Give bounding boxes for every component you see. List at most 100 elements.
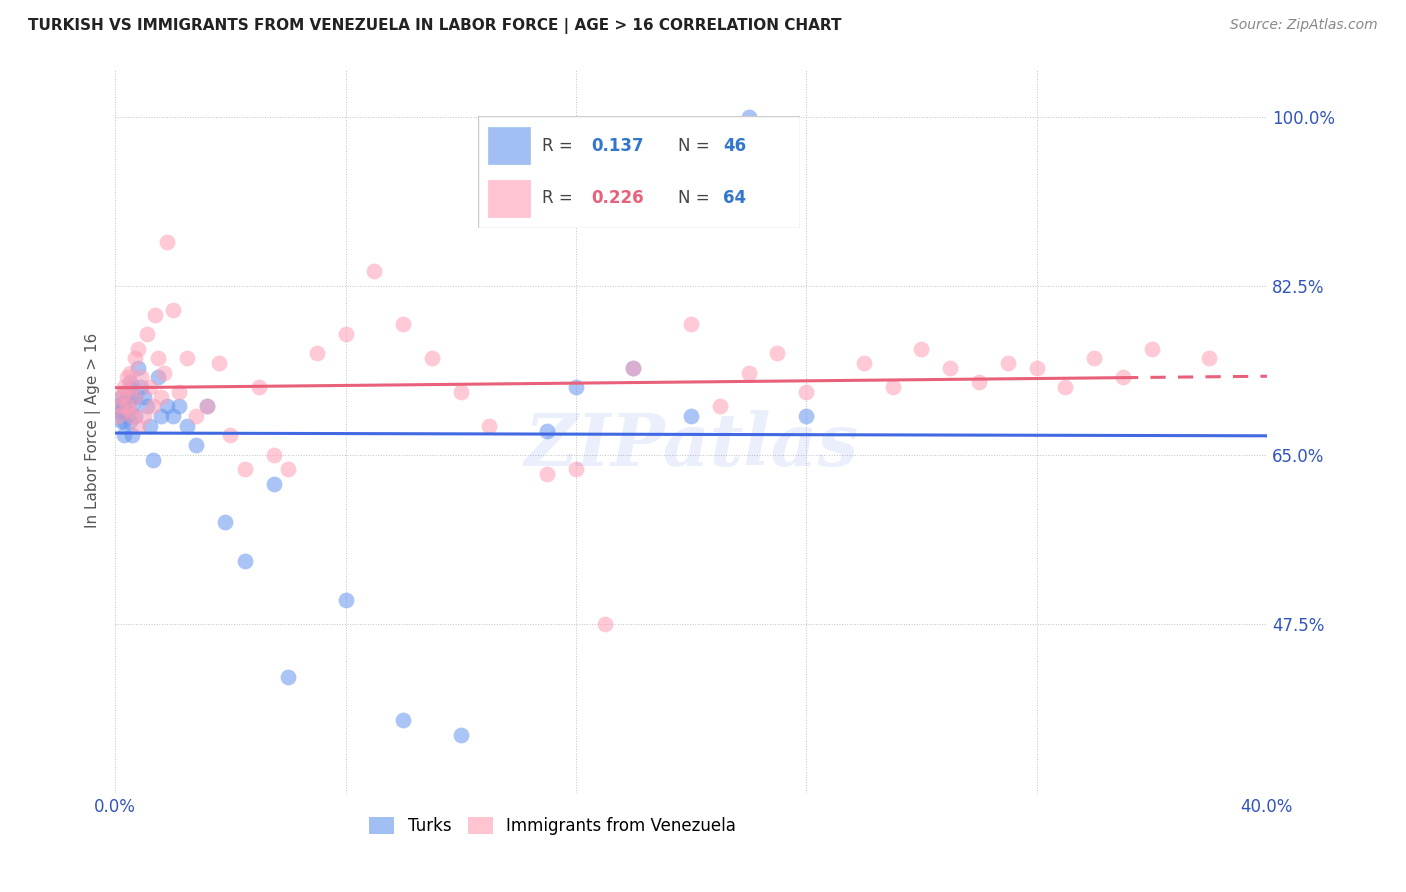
Point — [107, 404, 129, 418]
Point — [115, 384, 138, 399]
Point — [277, 670, 299, 684]
Point — [536, 467, 558, 481]
Point — [852, 356, 875, 370]
Point — [214, 516, 236, 530]
Point — [127, 360, 149, 375]
Point — [195, 400, 218, 414]
Point — [910, 342, 932, 356]
Point — [162, 409, 184, 423]
Point — [737, 110, 759, 124]
Point — [167, 400, 190, 414]
Point — [208, 356, 231, 370]
Point — [121, 409, 143, 423]
Legend: Turks, Immigrants from Venezuela: Turks, Immigrants from Venezuela — [370, 817, 737, 835]
Point — [392, 713, 415, 727]
Point — [565, 462, 588, 476]
Point — [420, 351, 443, 366]
Point — [129, 380, 152, 394]
Point — [709, 400, 731, 414]
Point — [176, 351, 198, 366]
Point — [121, 380, 143, 394]
Point — [1112, 370, 1135, 384]
Point — [233, 554, 256, 568]
Point — [1083, 351, 1105, 366]
Point — [794, 384, 817, 399]
Point — [565, 380, 588, 394]
Point — [110, 390, 132, 404]
Point — [121, 428, 143, 442]
Point — [263, 476, 285, 491]
Y-axis label: In Labor Force | Age > 16: In Labor Force | Age > 16 — [86, 333, 101, 528]
Point — [148, 370, 170, 384]
Point — [112, 394, 135, 409]
Point — [766, 346, 789, 360]
Point — [363, 264, 385, 278]
Point — [882, 380, 904, 394]
Point — [195, 400, 218, 414]
Point — [679, 318, 702, 332]
Point — [124, 409, 146, 423]
Point — [939, 360, 962, 375]
Point — [124, 390, 146, 404]
Point — [1140, 342, 1163, 356]
Point — [142, 452, 165, 467]
Point — [142, 400, 165, 414]
Point — [118, 404, 141, 418]
Point — [139, 418, 162, 433]
Point — [107, 400, 129, 414]
Point — [124, 351, 146, 366]
Point — [794, 409, 817, 423]
Point — [450, 384, 472, 399]
Point — [121, 380, 143, 394]
Point — [219, 428, 242, 442]
Point — [737, 366, 759, 380]
Point — [153, 366, 176, 380]
Point — [148, 351, 170, 366]
Point — [392, 318, 415, 332]
Point — [233, 462, 256, 476]
Point — [110, 404, 132, 418]
Point — [124, 390, 146, 404]
Text: Source: ZipAtlas.com: Source: ZipAtlas.com — [1230, 18, 1378, 32]
Point — [110, 414, 132, 428]
Point — [112, 414, 135, 428]
Point — [247, 380, 270, 394]
Point — [997, 356, 1019, 370]
Point — [132, 390, 155, 404]
Point — [115, 400, 138, 414]
Point — [118, 390, 141, 404]
Point — [110, 400, 132, 414]
Point — [118, 414, 141, 428]
Text: TURKISH VS IMMIGRANTS FROM VENEZUELA IN LABOR FORCE | AGE > 16 CORRELATION CHART: TURKISH VS IMMIGRANTS FROM VENEZUELA IN … — [28, 18, 842, 34]
Point — [967, 376, 990, 390]
Point — [176, 418, 198, 433]
Point — [277, 462, 299, 476]
Point — [118, 376, 141, 390]
Point — [132, 409, 155, 423]
Point — [593, 616, 616, 631]
Point — [107, 409, 129, 423]
Point — [305, 346, 328, 360]
Point — [184, 409, 207, 423]
Point — [135, 326, 157, 341]
Point — [127, 418, 149, 433]
Point — [1025, 360, 1047, 375]
Point — [167, 384, 190, 399]
Point — [110, 390, 132, 404]
Point — [139, 380, 162, 394]
Point — [112, 428, 135, 442]
Text: ZIPatlas: ZIPatlas — [524, 409, 858, 481]
Point — [115, 370, 138, 384]
Point — [118, 366, 141, 380]
Point — [1054, 380, 1077, 394]
Point — [112, 380, 135, 394]
Point — [263, 448, 285, 462]
Point — [121, 400, 143, 414]
Point — [112, 400, 135, 414]
Point — [450, 728, 472, 742]
Point — [623, 360, 645, 375]
Point — [156, 235, 179, 250]
Point — [150, 390, 173, 404]
Point — [184, 438, 207, 452]
Point — [478, 418, 501, 433]
